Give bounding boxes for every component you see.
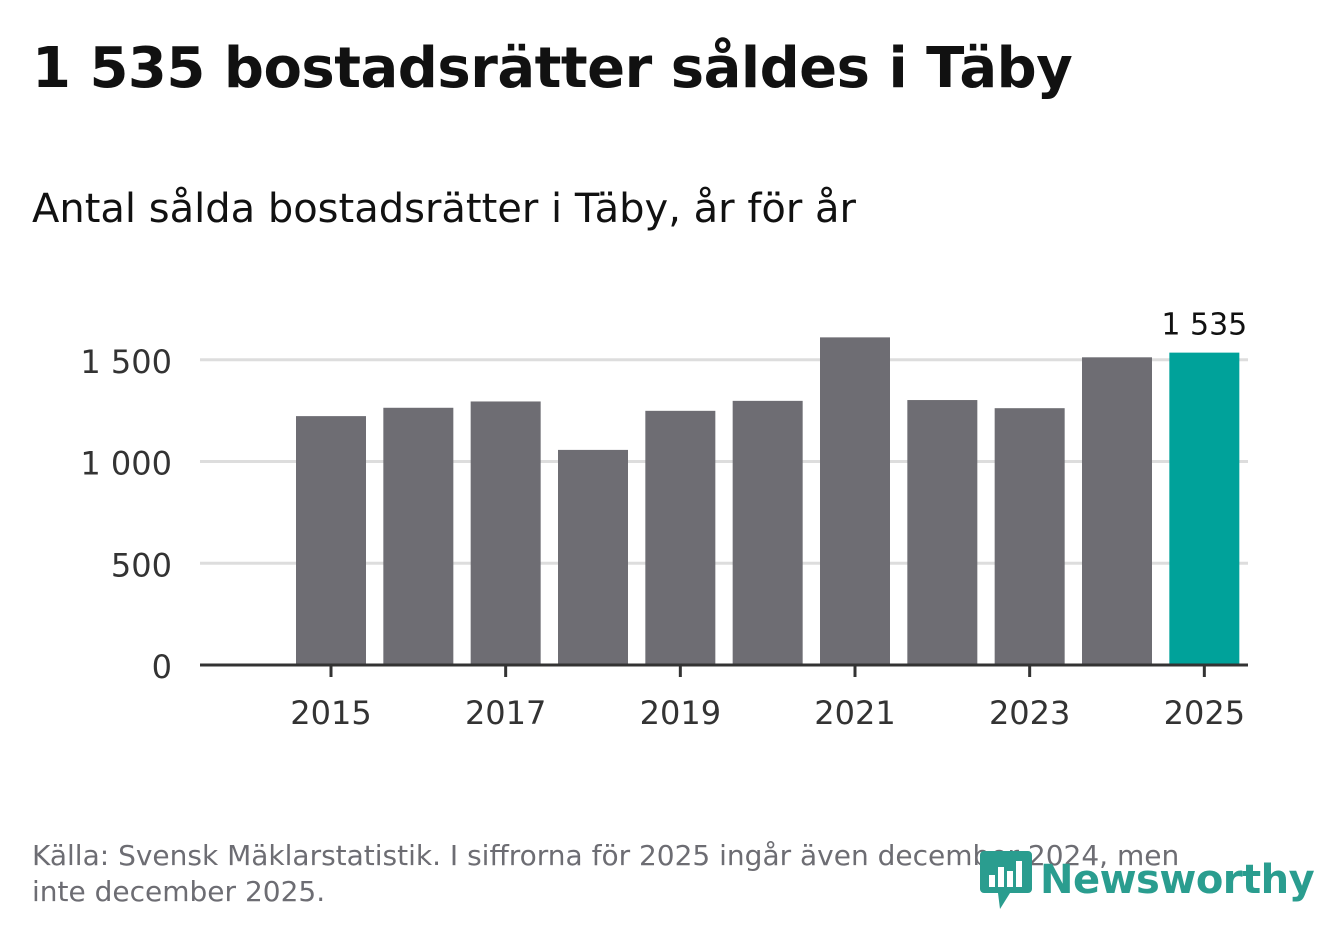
bar-2020 bbox=[732, 400, 803, 665]
x-tick-label: 2025 bbox=[1164, 694, 1245, 732]
bar-2016 bbox=[383, 407, 454, 665]
bar-2025 bbox=[1169, 352, 1240, 665]
y-tick-label: 500 bbox=[111, 546, 172, 584]
bar-2024 bbox=[1082, 357, 1152, 665]
newsworthy-logo-icon bbox=[980, 851, 1032, 909]
bar-2021 bbox=[820, 337, 890, 665]
x-tick-label: 2019 bbox=[640, 694, 721, 732]
bar-2019 bbox=[645, 410, 716, 665]
y-tick-label: 0 bbox=[152, 648, 172, 686]
bar-2018 bbox=[558, 449, 628, 665]
bar-2015 bbox=[296, 416, 366, 665]
bar-2017 bbox=[470, 401, 541, 665]
highlight-data-label: 1 535 bbox=[1161, 308, 1247, 343]
bar-2023 bbox=[994, 408, 1065, 665]
x-tick-label: 2015 bbox=[290, 694, 371, 732]
chart-title: 1 535 bostadsrätter såldes i Täby bbox=[32, 36, 1073, 101]
x-tick-label: 2021 bbox=[814, 694, 895, 732]
y-tick-label: 1 500 bbox=[80, 343, 172, 381]
x-tick-label: 2017 bbox=[465, 694, 546, 732]
chart-subtitle: Antal sålda bostadsrätter i Täby, år för… bbox=[32, 186, 856, 232]
y-tick-label: 1 000 bbox=[80, 445, 172, 483]
bar-2022 bbox=[907, 400, 978, 665]
newsworthy-logo: Newsworthy bbox=[980, 848, 1315, 912]
newsworthy-logo-text: Newsworthy bbox=[1040, 857, 1315, 903]
x-tick-label: 2023 bbox=[989, 694, 1070, 732]
